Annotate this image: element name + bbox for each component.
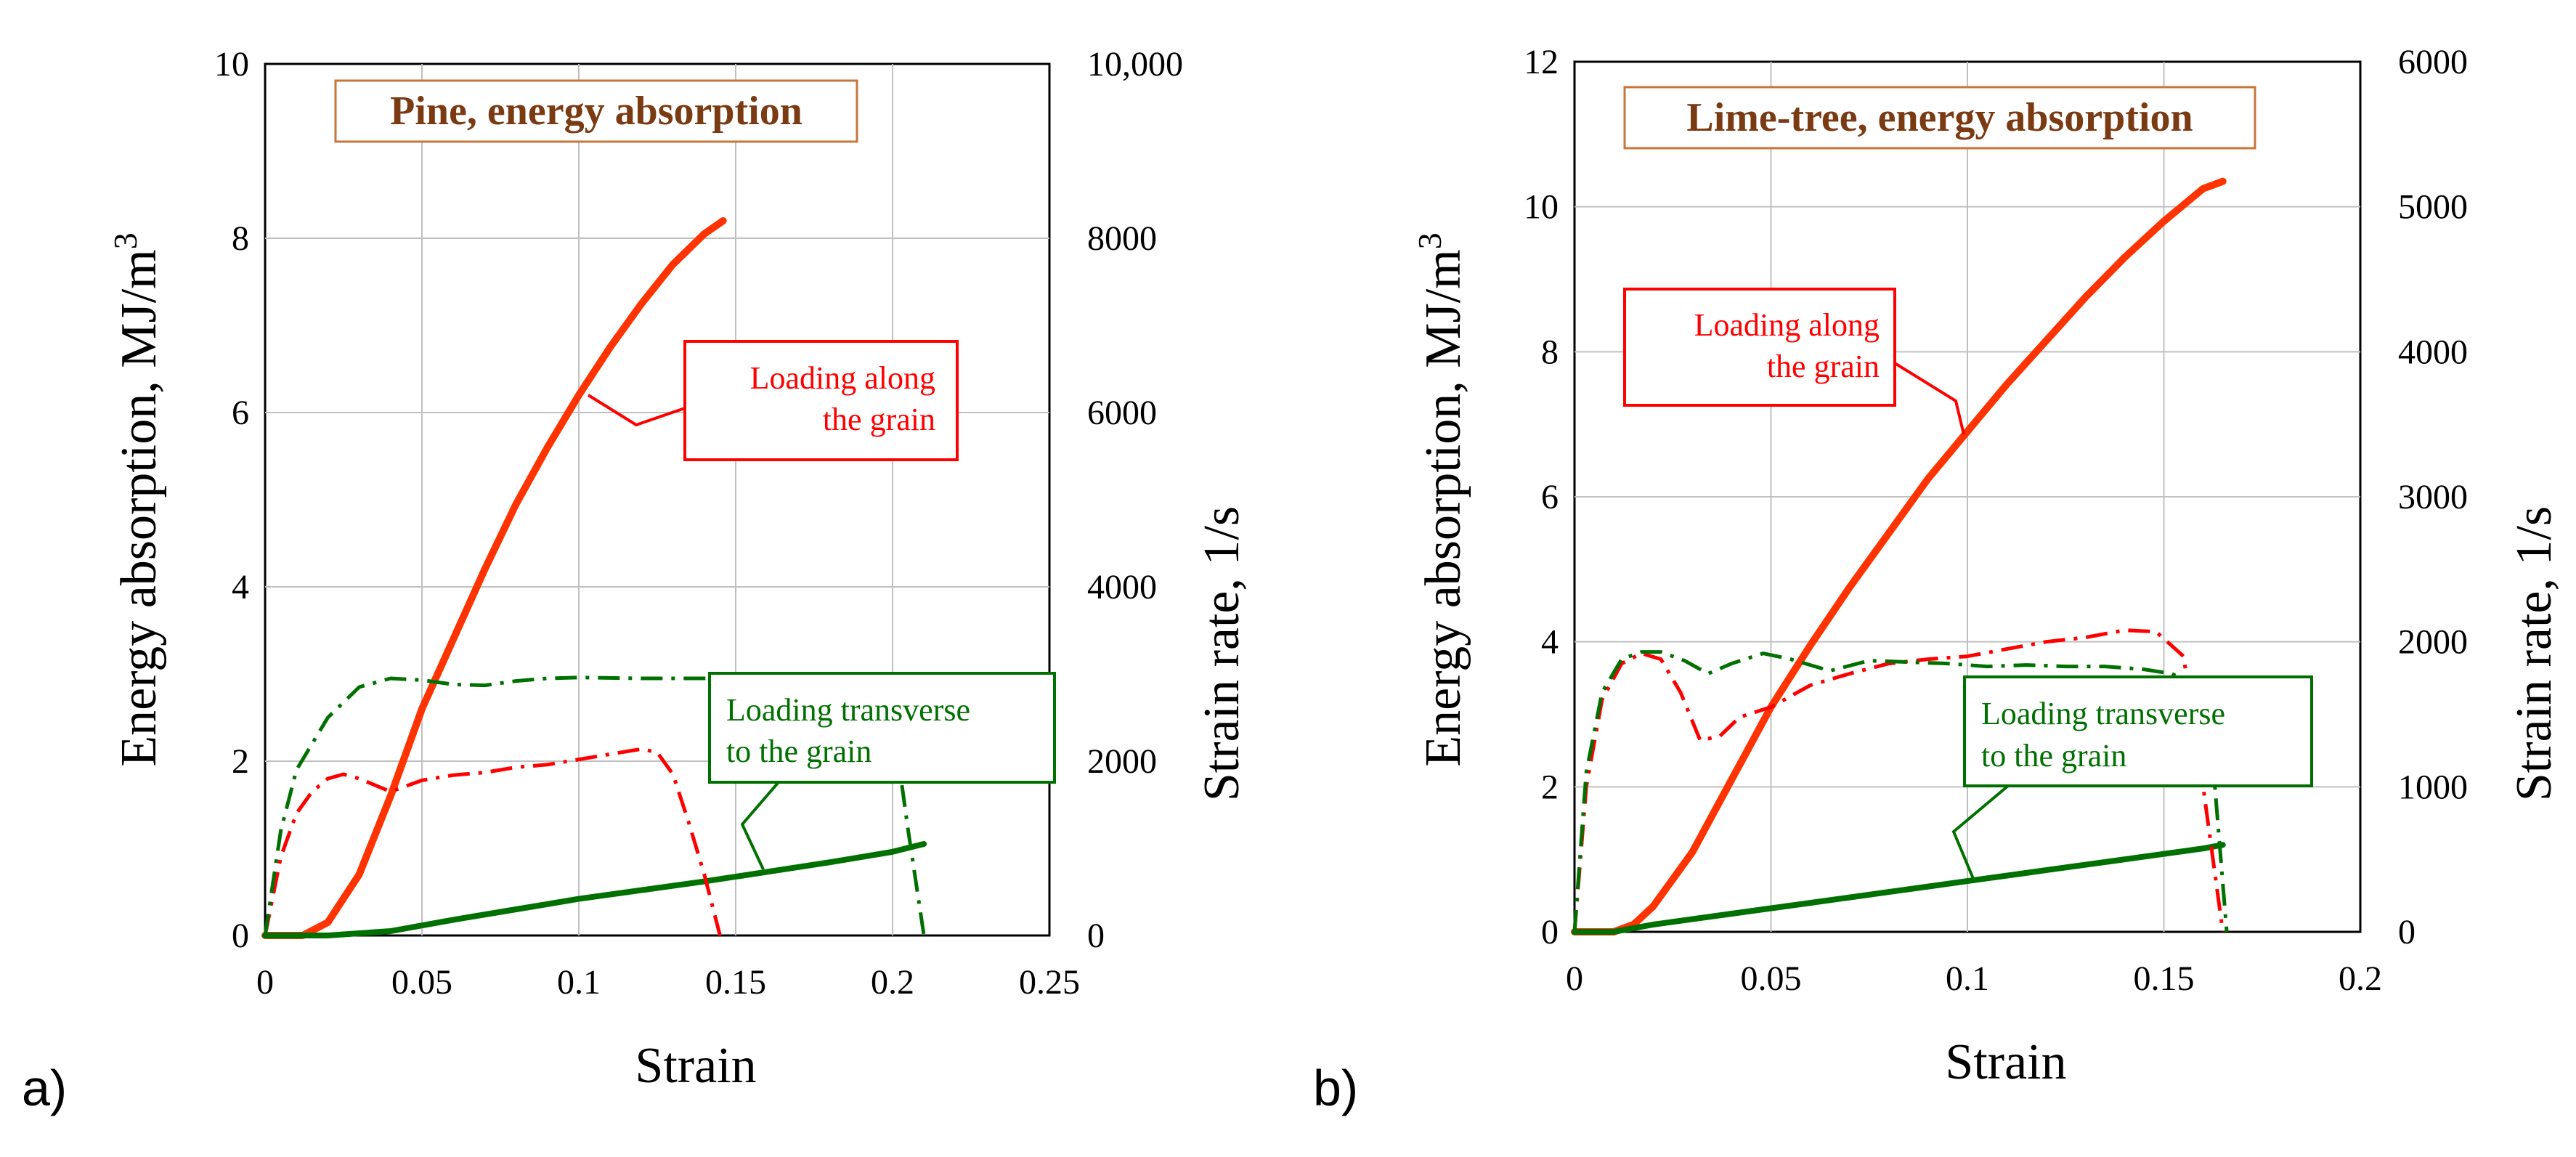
y-tick-label: 8 [232, 219, 249, 258]
y-axis-label-a: Energy absorption, MJ/m3 [107, 232, 167, 766]
y-axis-label-text-a: Energy absorption, MJ/m [111, 249, 167, 766]
annotation-leader-along-a [587, 394, 686, 427]
y-tick-label: 6 [232, 394, 249, 432]
grid-a [265, 64, 1049, 935]
annotation-box-along-b [1623, 288, 1896, 407]
plot-area-a [264, 62, 1051, 937]
annotation-box-along-a [683, 340, 959, 461]
y-tick-label: 2 [232, 742, 249, 781]
y2-tick-label: 3000 [2398, 478, 2468, 516]
x-tick-label: 0.05 [391, 963, 452, 1002]
annotation-leader-transverse-a [740, 781, 780, 870]
annotation-transverse-line1-a: Loading transverse [726, 692, 970, 728]
annotation-along-line1-b: Loading along [1694, 307, 1880, 343]
y-axis-label-sup-b: 3 [1411, 232, 1448, 249]
y-tick-label: 8 [1541, 333, 1559, 371]
series-line-energy-absorption-transverse-to-the-grain [262, 841, 927, 938]
ticks-a: 0 0.05 0.1 0.15 0.2 0.25024681002000400060008… [214, 45, 1183, 1002]
y2-tick-label: 6000 [2398, 43, 2468, 81]
annotation-transverse-line2-b: to the grain [1981, 738, 2126, 774]
annotation-transverse-line2-a: to the grain [726, 734, 871, 769]
panel-label-a: a) [22, 1060, 67, 1116]
x-tick-label: 0.1 [1946, 959, 1989, 998]
annotation-box-transverse-b [1963, 675, 2313, 787]
y-tick-label: 10 [1524, 188, 1559, 227]
y2-tick-label: 6000 [1087, 394, 1157, 432]
annotation-leader-transverse-b [1951, 784, 2010, 881]
y2-tick-label: 2000 [1087, 742, 1157, 781]
y-tick-label: 10 [214, 45, 249, 84]
x-tick-label: 0 [256, 963, 274, 1002]
series-line-energy-absorption-along-the-grain [1571, 177, 2227, 935]
y2-tick-label: 5000 [2398, 188, 2468, 227]
y-tick-label: 6 [1541, 478, 1559, 516]
chart-title-b: Lime-tree, energy absorption [1686, 95, 2193, 140]
series-line-strain-rate-along-the-grain [263, 747, 722, 936]
chart-title-box-b [1623, 86, 2256, 150]
y-tick-label: 12 [1524, 43, 1559, 81]
y2-tick-label: 2000 [2398, 623, 2468, 662]
y-axis-label-text-b: Energy absorption, MJ/m [1415, 249, 1471, 766]
y-tick-label: 4 [232, 568, 249, 606]
chart-panel-b: 0 0.05 0.1 0.15 0.2 0 2 4 6 8 10 12 0 1000 2000 3000 400… [1313, 43, 2562, 1116]
y2-tick-label: 0 [1087, 917, 1105, 955]
x-tick-label: 0.15 [705, 963, 766, 1002]
x-tick-label: 0.2 [871, 963, 914, 1002]
x-tick-label: 0.05 [1741, 959, 1802, 998]
annotation-along-line2-b: the grain [1767, 349, 1880, 384]
series-line-energy-absorption-along-the-grain [261, 217, 727, 939]
panel-label-b: b) [1313, 1060, 1358, 1116]
y2-axis-label-b: Strain rate, 1/s [2506, 506, 2562, 801]
y2-tick-label: 0 [2398, 913, 2415, 951]
y-tick-label: 0 [1541, 913, 1559, 951]
y2-tick-label: 10,000 [1087, 45, 1183, 84]
x-tick-label: 0.15 [2134, 959, 2195, 998]
annotation-along-line2-a: the grain [823, 402, 935, 437]
series-line-strain-rate-transverse-to-the-grain [1572, 650, 2229, 933]
chart-panel-a: 0 0.05 0.1 0.15 0.2 0.25024681002000400060008… [22, 45, 1250, 1116]
x-axis-label-a: Strain [635, 1038, 756, 1094]
series-line-strain-rate-along-the-grain [1572, 628, 2225, 933]
x-tick-label: 0 [1566, 959, 1583, 998]
y-axis-label-b: Energy absorption, MJ/m3 [1411, 232, 1471, 766]
y2-tick-label: 1000 [2398, 768, 2468, 806]
y-axis-label-sup-a: 3 [107, 232, 144, 249]
series-line-energy-absorption-transverse-to-the-grain [1572, 842, 2226, 935]
x-axis-label-b: Strain [1945, 1034, 2066, 1090]
chart-title-a: Pine, energy absorption [390, 89, 803, 134]
x-tick-label: 0.25 [1019, 963, 1080, 1002]
y2-axis-label-a: Strain rate, 1/s [1194, 506, 1250, 801]
annotation-box-transverse-a [708, 672, 1056, 784]
x-tick-label: 0.2 [2339, 959, 2382, 998]
y-tick-label: 0 [232, 917, 249, 955]
chart-title-box-a [334, 79, 858, 143]
ticks-b: 0 0.05 0.1 0.15 0.2 0 2 4 6 8 10 12 0 1000 2000 3000 400… [1524, 43, 2468, 998]
y-tick-label: 2 [1541, 768, 1559, 806]
series-b [1571, 177, 2229, 935]
y2-tick-label: 4000 [2398, 333, 2468, 371]
y2-tick-label: 8000 [1087, 219, 1157, 258]
y2-tick-label: 4000 [1087, 568, 1157, 606]
annotation-leader-along-b [1893, 362, 1965, 435]
annotation-along-line1-a: Loading along [750, 360, 935, 396]
y-tick-label: 4 [1541, 623, 1559, 662]
x-tick-label: 0.1 [557, 963, 601, 1002]
annotation-transverse-line1-b: Loading transverse [1981, 696, 2225, 731]
